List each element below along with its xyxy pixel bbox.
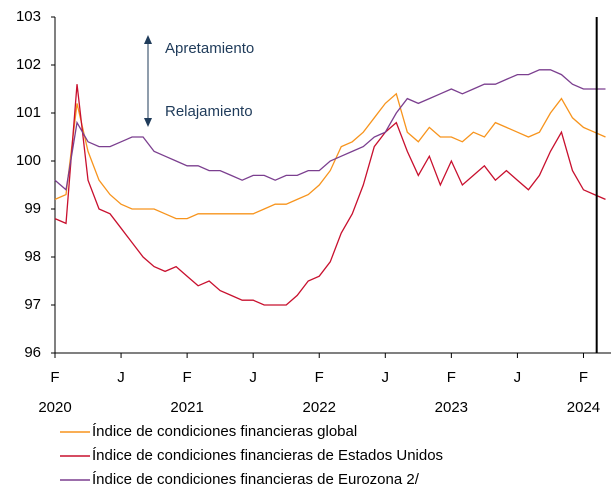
x-year-label: 2020 (38, 399, 71, 416)
y-tick-label: 101 (16, 104, 41, 121)
y-tick-label: 98 (24, 248, 41, 265)
legend-label: Índice de condiciones financieras global (92, 423, 357, 440)
x-tick-label: J (382, 369, 390, 386)
line-series (54, 92, 606, 220)
line-series (54, 84, 606, 306)
legend-label: Índice de condiciones financieras de Eur… (92, 471, 420, 488)
double-arrow (144, 35, 152, 127)
line-series (54, 69, 606, 192)
x-tick-label: F (315, 369, 324, 386)
x-year-label: 2022 (303, 399, 336, 416)
x-year-label: 2021 (170, 399, 203, 416)
y-tick-label: 99 (24, 200, 41, 217)
y-tick-label: 102 (16, 56, 41, 73)
y-tick-label: 97 (24, 296, 41, 313)
x-tick-label: F (50, 369, 59, 386)
x-tick-label: F (579, 369, 588, 386)
annotation: Relajamiento (165, 103, 253, 120)
legend-label: Índice de condiciones financieras de Est… (92, 447, 443, 464)
x-tick-label: F (183, 369, 192, 386)
x-tick-label: J (249, 369, 257, 386)
x-tick-label: J (117, 369, 125, 386)
x-tick-label: J (514, 369, 522, 386)
x-year-label: 2024 (567, 399, 600, 416)
x-year-label: 2023 (435, 399, 468, 416)
y-tick-label: 96 (24, 344, 41, 361)
y-tick-label: 103 (16, 8, 41, 25)
annotation: Apretamiento (165, 40, 254, 57)
y-tick-label: 100 (16, 152, 41, 169)
x-tick-label: F (447, 369, 456, 386)
